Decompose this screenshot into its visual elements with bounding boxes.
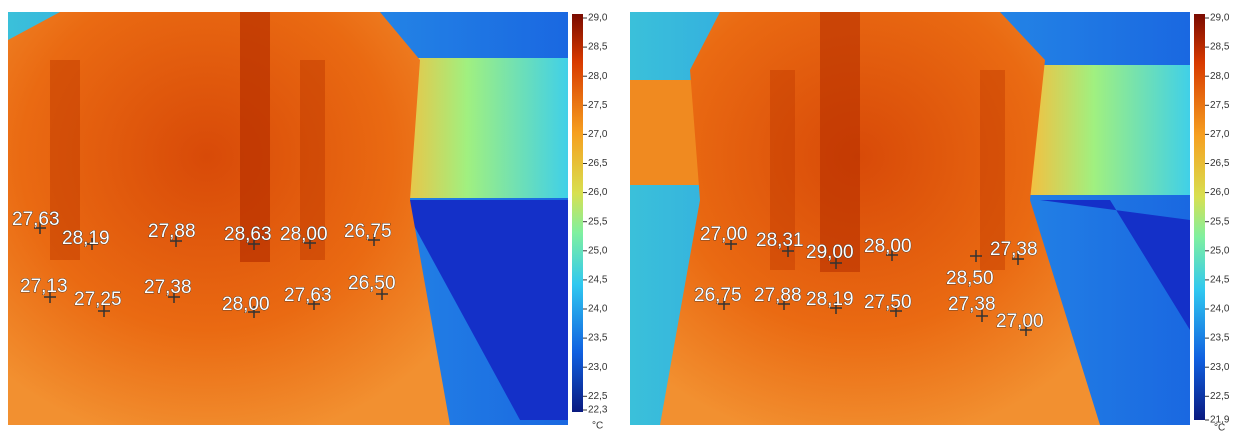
temperature-label: 27,00	[996, 311, 1044, 332]
temperature-label: 27,88	[148, 221, 196, 242]
scale-tick-label: 22,5	[1210, 391, 1230, 402]
scale-tick-label: 22,5	[588, 391, 608, 402]
scale-tick-label: 24,0	[1210, 304, 1230, 315]
scale-unit: °C	[1214, 423, 1225, 432]
thermal-comparison: 29,0 28,5 28,0 27,5 27,0 26,5 26,0 25,5 25,0 24,5…	[0, 0, 1250, 432]
scale-tick-label: 23,5	[1210, 333, 1230, 344]
scale-tick-label: 22,3	[588, 405, 608, 416]
scale-tick-label: 26,0	[1210, 187, 1230, 198]
scale-tick-label: 24,5	[588, 275, 608, 286]
temperature-label: 28,63	[224, 224, 272, 245]
scale-tick-label: 27,0	[1210, 129, 1230, 140]
temperature-label: 28,19	[62, 228, 110, 249]
temperature-label: 26,50	[348, 273, 396, 294]
temperature-label: 28,00	[222, 294, 270, 315]
scale-tick-label: 27,0	[588, 129, 608, 140]
scale-tick-label: 26,5	[588, 158, 608, 169]
temperature-label: 27,25	[74, 289, 122, 310]
scale-tick-label: 29,0	[1210, 13, 1230, 24]
temperature-label: 27,50	[864, 292, 912, 313]
scale-tick-label: 26,5	[1210, 158, 1230, 169]
scale-tick-label: 28,5	[588, 42, 608, 53]
scale-tick-label: 26,0	[588, 187, 608, 198]
scale-tick-label: 23,0	[1210, 362, 1230, 373]
temperature-label: 27,00	[700, 224, 748, 245]
scale-tick-label: 27,5	[1210, 100, 1230, 111]
temperature-label: 27,38	[948, 294, 996, 315]
color-scale	[572, 14, 583, 412]
temperature-label: 29,00	[806, 242, 854, 263]
scale-tick-label: 29,0	[588, 13, 608, 24]
scale-tick-label: 28,5	[1210, 42, 1230, 53]
scale-tick-label: 23,0	[588, 362, 608, 373]
temperature-label: 28,31	[756, 230, 804, 251]
thermal-image-left	[8, 12, 568, 425]
temperature-label: 26,75	[694, 285, 742, 306]
temperature-label: 27,38	[144, 277, 192, 298]
temperature-label: 26,75	[344, 221, 392, 242]
temperature-label: 27,38	[990, 239, 1038, 260]
scale-unit: °C	[592, 421, 603, 432]
thermal-image-right	[630, 12, 1190, 425]
scale-tick-label: 24,5	[1210, 275, 1230, 286]
temperature-label: 27,63	[284, 285, 332, 306]
scale-tick-label: 27,5	[588, 100, 608, 111]
scale-tick-label: 25,5	[588, 216, 608, 227]
temperature-label: 28,19	[806, 289, 854, 310]
scale-tick-label: 28,0	[1210, 71, 1230, 82]
color-scale	[1194, 14, 1205, 420]
temperature-label: 27,63	[12, 209, 60, 230]
scale-tick-label: 25,0	[588, 245, 608, 256]
scale-tick-label: 28,0	[588, 71, 608, 82]
scale-tick-label: 24,0	[588, 304, 608, 315]
scale-tick-label: 23,5	[588, 333, 608, 344]
scale-tick-label: 25,0	[1210, 245, 1230, 256]
temperature-label: 28,00	[864, 236, 912, 257]
scale-tick-label: 25,5	[1210, 216, 1230, 227]
temperature-label: 27,13	[20, 276, 68, 297]
temperature-label: 28,50	[946, 268, 994, 289]
temperature-label: 27,88	[754, 285, 802, 306]
temperature-label: 28,00	[280, 224, 328, 245]
